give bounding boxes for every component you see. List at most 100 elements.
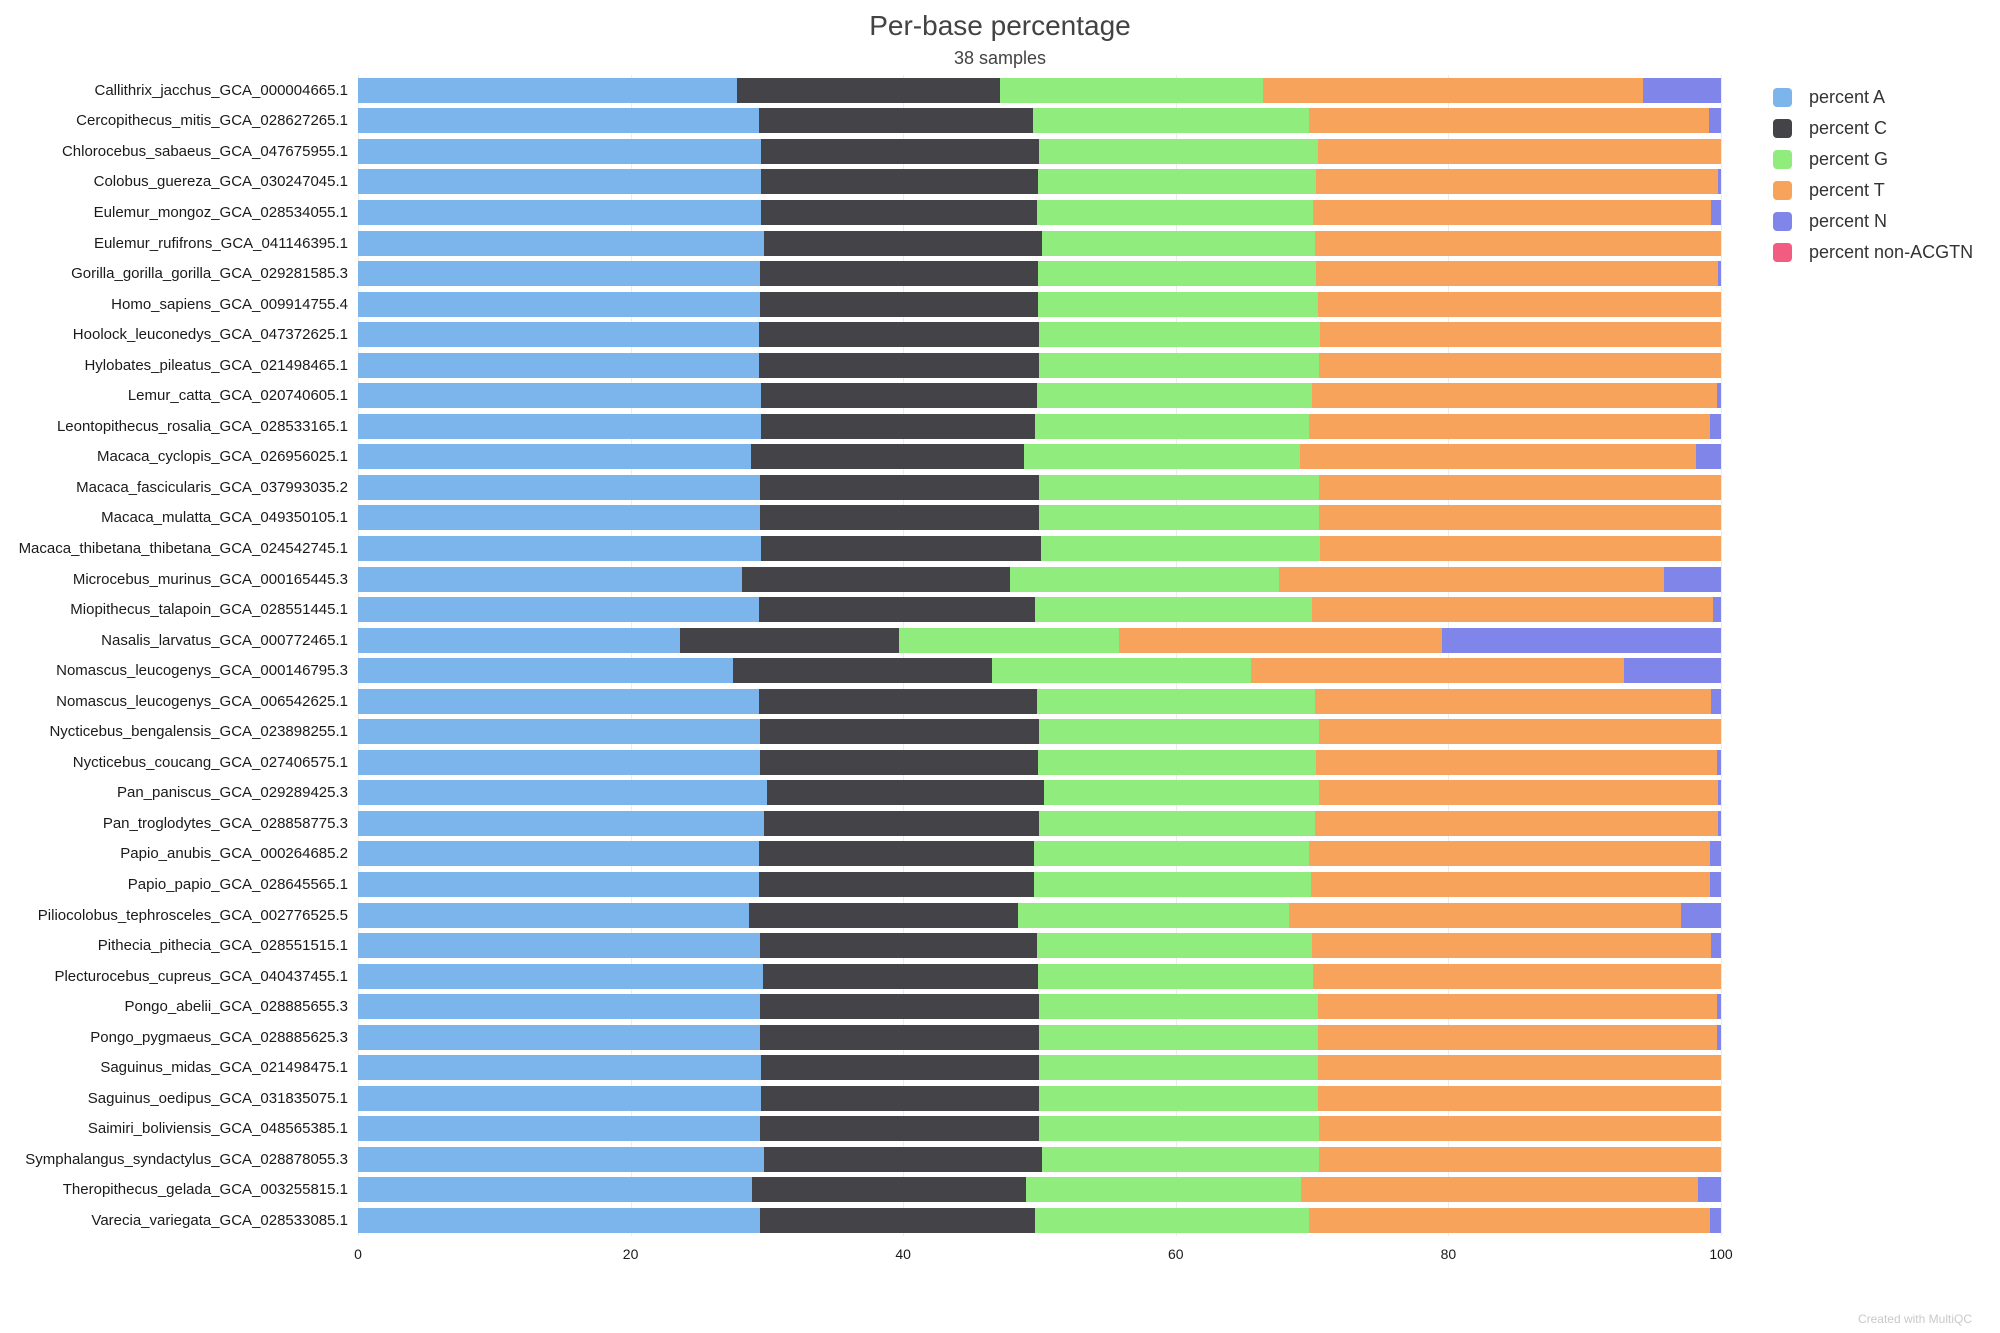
- bar-segment-percent-a[interactable]: [358, 597, 759, 623]
- bar-segment-percent-c[interactable]: [760, 933, 1037, 959]
- bar-segment-percent-a[interactable]: [358, 871, 759, 897]
- bar-segment-percent-c[interactable]: [761, 1055, 1040, 1081]
- bar-segment-percent-a[interactable]: [358, 627, 680, 653]
- bar-segment-percent-c[interactable]: [750, 444, 1025, 470]
- bar-segment-percent-g[interactable]: [1039, 1085, 1318, 1111]
- bar-segment-percent-n[interactable]: [1624, 658, 1721, 684]
- bar-segment-percent-t[interactable]: [1316, 169, 1719, 195]
- bar-segment-percent-g[interactable]: [1039, 994, 1318, 1020]
- bar-segment-percent-t[interactable]: [1314, 688, 1712, 714]
- bar-segment-percent-g[interactable]: [991, 658, 1251, 684]
- bar-segment-percent-a[interactable]: [358, 1177, 752, 1203]
- bar-segment-percent-c[interactable]: [764, 810, 1040, 836]
- bar-segment-percent-t[interactable]: [1118, 627, 1442, 653]
- bar-segment-percent-c[interactable]: [760, 719, 1040, 745]
- bar-segment-percent-g[interactable]: [1039, 719, 1319, 745]
- bar-segment-percent-g[interactable]: [1036, 688, 1315, 714]
- bar-segment-percent-a[interactable]: [358, 352, 759, 378]
- bar-segment-percent-a[interactable]: [358, 1208, 761, 1233]
- bar-segment-percent-t[interactable]: [1310, 871, 1711, 897]
- bar-segment-percent-t[interactable]: [1309, 108, 1709, 134]
- bar-segment-percent-c[interactable]: [732, 658, 992, 684]
- bar-segment-percent-n[interactable]: [1718, 169, 1721, 195]
- bar-segment-percent-g[interactable]: [1034, 841, 1310, 867]
- bar-segment-percent-t[interactable]: [1320, 535, 1721, 561]
- bar-segment-percent-g[interactable]: [1042, 230, 1315, 256]
- bar-segment-percent-g[interactable]: [1039, 474, 1319, 500]
- bar-segment-percent-c[interactable]: [761, 413, 1036, 439]
- bar-segment-percent-g[interactable]: [1039, 810, 1315, 836]
- bar-segment-percent-a[interactable]: [358, 291, 761, 317]
- bar-segment-percent-c[interactable]: [761, 138, 1040, 164]
- bar-segment-percent-c[interactable]: [761, 199, 1037, 225]
- bar-segment-percent-g[interactable]: [1039, 138, 1318, 164]
- bar-segment-percent-a[interactable]: [358, 658, 733, 684]
- bar-segment-percent-c[interactable]: [760, 261, 1039, 287]
- bar-segment-percent-g[interactable]: [1039, 1024, 1318, 1050]
- bar-segment-percent-a[interactable]: [358, 169, 762, 195]
- bar-segment-percent-c[interactable]: [761, 535, 1041, 561]
- bar-segment-percent-a[interactable]: [358, 474, 761, 500]
- bar-segment-percent-c[interactable]: [758, 108, 1033, 134]
- bar-segment-percent-g[interactable]: [1039, 322, 1321, 348]
- bar-segment-percent-g[interactable]: [1024, 444, 1300, 470]
- bar-segment-percent-a[interactable]: [358, 841, 759, 867]
- bar-segment-percent-c[interactable]: [764, 1146, 1043, 1172]
- bar-segment-percent-g[interactable]: [1042, 1146, 1319, 1172]
- bar-segment-percent-a[interactable]: [358, 902, 750, 928]
- bar-segment-percent-g[interactable]: [1035, 1208, 1310, 1233]
- bar-segment-percent-c[interactable]: [761, 169, 1039, 195]
- legend-item-percent-t[interactable]: percent T: [1773, 180, 1973, 201]
- legend-item-percent-c[interactable]: percent C: [1773, 118, 1973, 139]
- bar-segment-percent-c[interactable]: [760, 994, 1040, 1020]
- bar-segment-percent-t[interactable]: [1318, 352, 1721, 378]
- bar-segment-percent-c[interactable]: [764, 230, 1043, 256]
- bar-segment-percent-c[interactable]: [761, 383, 1037, 409]
- bar-segment-percent-t[interactable]: [1309, 413, 1711, 439]
- bar-segment-percent-n[interactable]: [1710, 841, 1721, 867]
- bar-segment-percent-a[interactable]: [358, 322, 759, 348]
- bar-segment-percent-a[interactable]: [358, 77, 737, 103]
- bar-segment-percent-n[interactable]: [1716, 383, 1721, 409]
- bar-segment-percent-t[interactable]: [1320, 322, 1721, 348]
- bar-segment-percent-c[interactable]: [749, 902, 1018, 928]
- bar-segment-percent-a[interactable]: [358, 444, 751, 470]
- bar-segment-percent-t[interactable]: [1314, 810, 1719, 836]
- bar-segment-percent-t[interactable]: [1317, 138, 1721, 164]
- bar-segment-percent-t[interactable]: [1316, 261, 1719, 287]
- bar-segment-percent-t[interactable]: [1312, 933, 1712, 959]
- bar-segment-percent-g[interactable]: [1036, 933, 1313, 959]
- bar-segment-percent-g[interactable]: [1039, 505, 1319, 531]
- bar-segment-percent-t[interactable]: [1288, 902, 1682, 928]
- bar-segment-percent-g[interactable]: [1038, 749, 1317, 775]
- bar-segment-percent-a[interactable]: [358, 566, 743, 592]
- bar-segment-percent-a[interactable]: [358, 963, 763, 989]
- bar-segment-percent-n[interactable]: [1716, 1024, 1721, 1050]
- bar-segment-percent-c[interactable]: [760, 1208, 1036, 1233]
- bar-segment-percent-n[interactable]: [1718, 261, 1721, 287]
- bar-segment-percent-c[interactable]: [760, 1116, 1040, 1142]
- bar-segment-percent-c[interactable]: [761, 1085, 1040, 1111]
- bar-segment-percent-g[interactable]: [1040, 535, 1321, 561]
- bar-segment-percent-g[interactable]: [1017, 902, 1289, 928]
- bar-segment-percent-t[interactable]: [1318, 505, 1721, 531]
- bar-segment-percent-n[interactable]: [1697, 1177, 1721, 1203]
- bar-segment-percent-c[interactable]: [758, 871, 1035, 897]
- bar-segment-percent-t[interactable]: [1318, 474, 1721, 500]
- bar-segment-percent-c[interactable]: [760, 474, 1040, 500]
- bar-segment-percent-t[interactable]: [1318, 780, 1719, 806]
- bar-segment-percent-n[interactable]: [1708, 108, 1721, 134]
- bar-segment-percent-t[interactable]: [1313, 963, 1721, 989]
- bar-segment-percent-a[interactable]: [358, 688, 759, 714]
- bar-segment-percent-t[interactable]: [1250, 658, 1625, 684]
- bar-segment-percent-n[interactable]: [1712, 597, 1721, 623]
- bar-segment-percent-n[interactable]: [1643, 77, 1721, 103]
- bar-segment-percent-c[interactable]: [758, 841, 1035, 867]
- bar-segment-percent-a[interactable]: [358, 108, 759, 134]
- bar-segment-percent-g[interactable]: [1034, 871, 1311, 897]
- bar-segment-percent-c[interactable]: [760, 291, 1039, 317]
- bar-segment-percent-t[interactable]: [1316, 749, 1717, 775]
- bar-segment-percent-g[interactable]: [899, 627, 1119, 653]
- bar-segment-percent-n[interactable]: [1710, 413, 1721, 439]
- bar-segment-percent-n[interactable]: [1663, 566, 1721, 592]
